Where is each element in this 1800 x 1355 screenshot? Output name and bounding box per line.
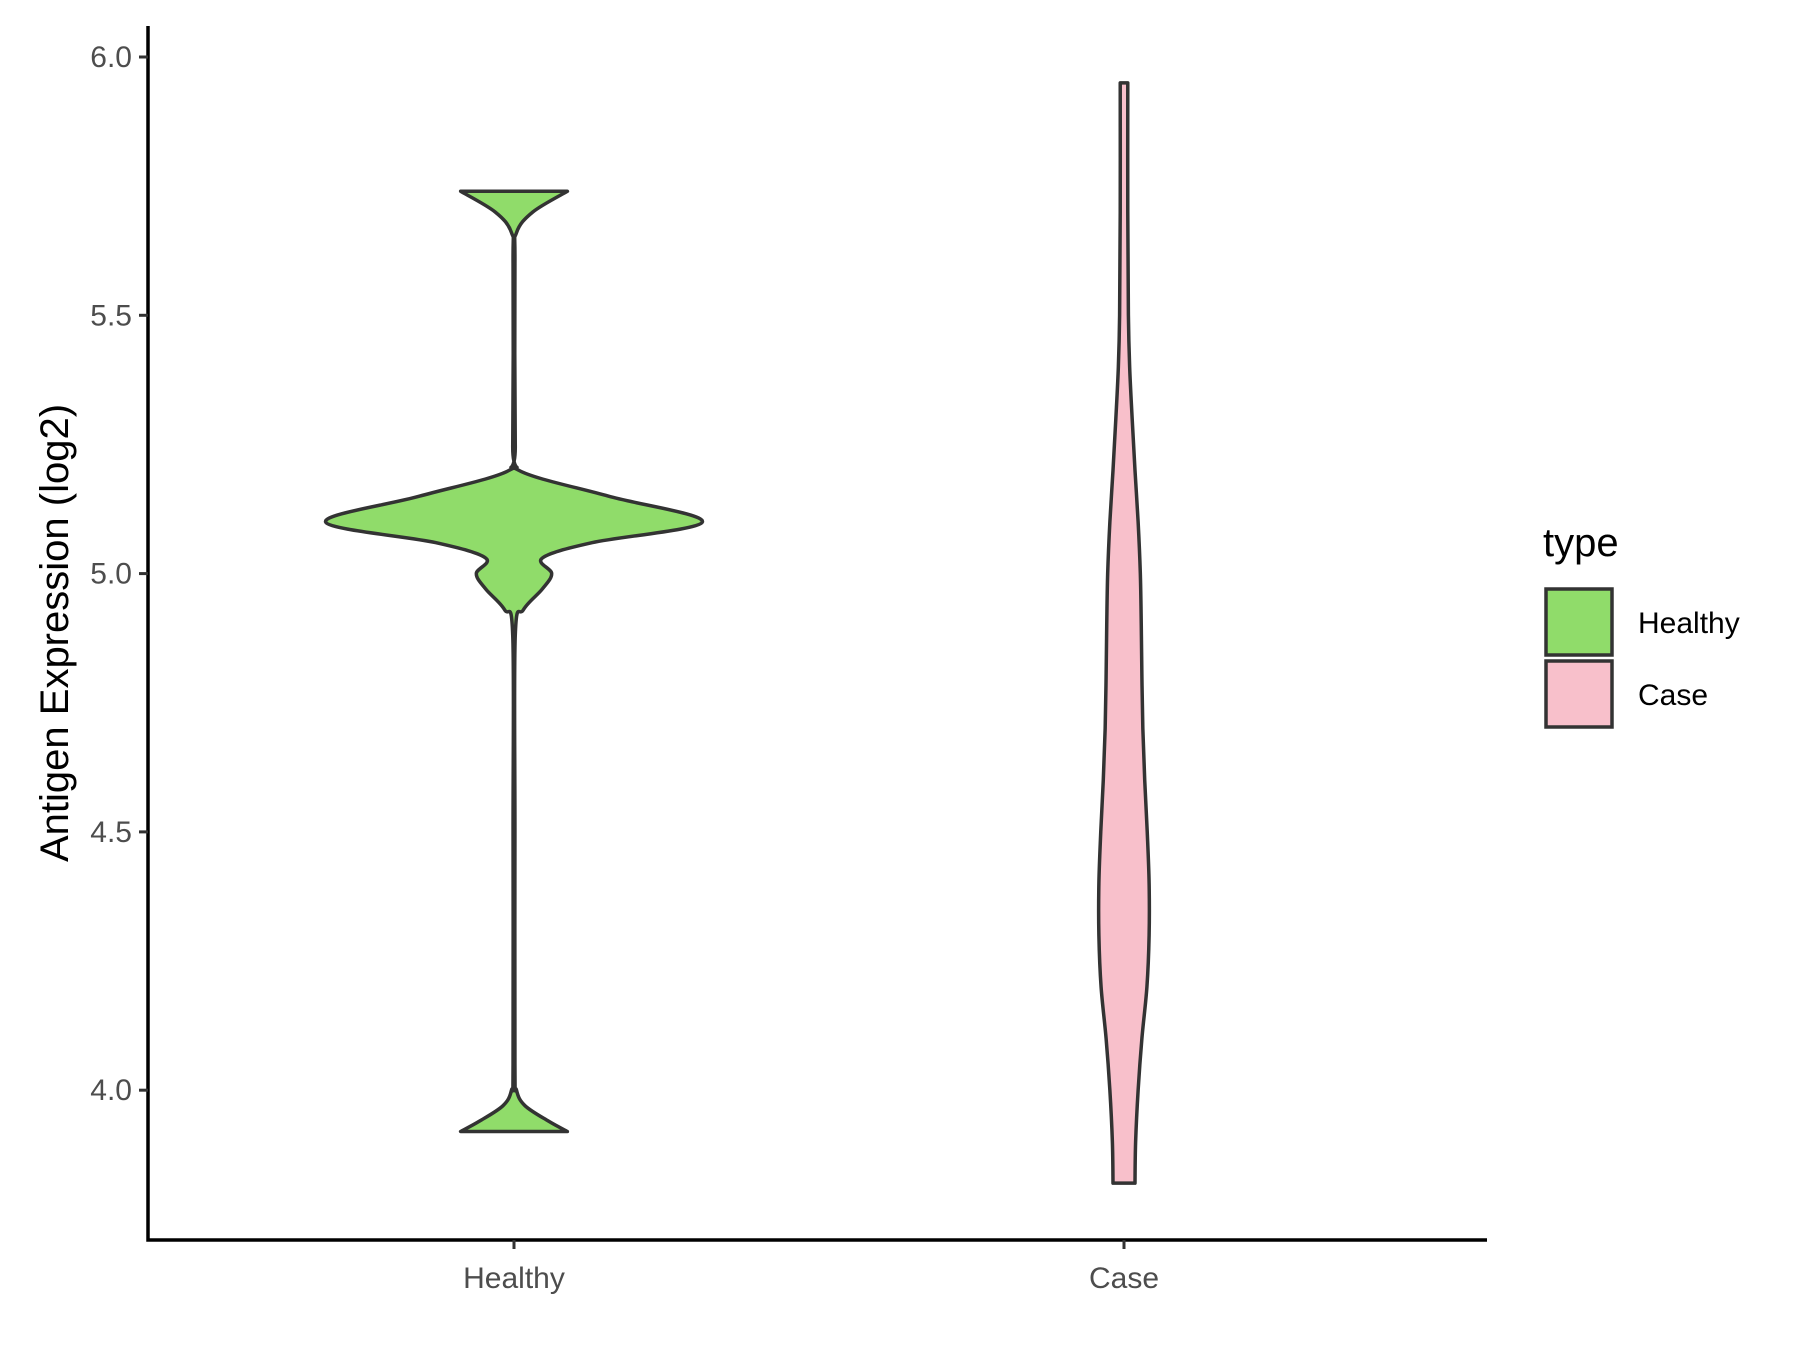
x-tick-label: Healthy [463,1262,565,1295]
x-ticks: Healthy Case [463,1240,1159,1295]
violin-layer [323,81,1152,1185]
y-ticks: 4.0 4.5 5.0 5.5 6.0 [90,41,148,1107]
legend-entries: Healthy Case [1544,587,1740,729]
axes-layer [146,26,1487,1242]
violin-case [1096,81,1152,1185]
y-axis-title: Antigen Expression (log2) [33,404,77,862]
y-tick-label: 5.5 [90,299,132,332]
legend-label-case: Case [1638,679,1708,712]
y-tick-label: 6.0 [90,41,132,74]
legend-title: type [1543,521,1619,565]
y-tick-label: 4.0 [90,1074,132,1107]
legend: type Healthy Case [1543,521,1740,729]
y-tick-label: 5.0 [90,558,132,591]
legend-label-healthy: Healthy [1638,607,1740,640]
legend-key-healthy [1544,587,1614,657]
axis-lines [146,26,1487,1242]
y-tick-label: 4.5 [90,816,132,849]
x-tick-label: Case [1089,1262,1159,1295]
violin-healthy [323,189,705,1134]
legend-key-case [1544,659,1614,729]
